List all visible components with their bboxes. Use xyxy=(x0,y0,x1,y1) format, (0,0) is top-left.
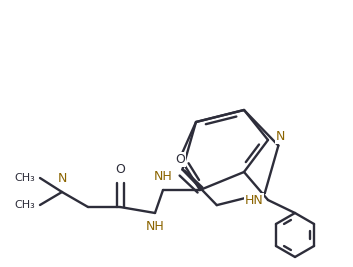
Text: N: N xyxy=(276,131,285,143)
Text: NH: NH xyxy=(154,170,172,183)
Text: CH₃: CH₃ xyxy=(14,173,35,183)
Text: NH: NH xyxy=(146,220,164,233)
Text: HN: HN xyxy=(244,194,263,206)
Text: O: O xyxy=(115,163,125,176)
Text: CH₃: CH₃ xyxy=(14,200,35,210)
Text: N: N xyxy=(57,172,67,185)
Text: O: O xyxy=(175,153,185,166)
